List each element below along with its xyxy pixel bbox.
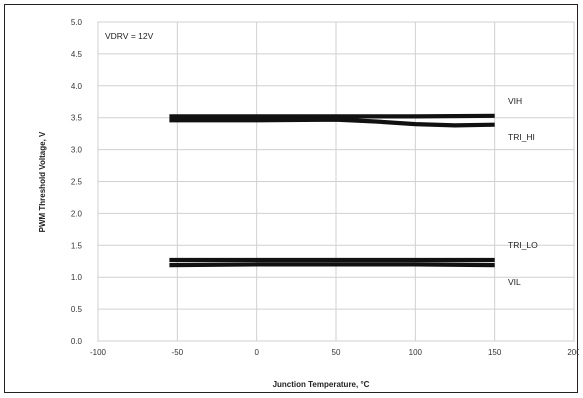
y-tick-label: 3.0 [71, 146, 83, 155]
x-tick-label: 200 [567, 348, 579, 357]
series-line-vih [169, 113, 495, 119]
chart-plot: -100 -50 0 50 100 150 200 0.0 0.5 1.0 1.5 2.0 2.5 3.… [38, 18, 579, 389]
series-label-vih: VIH [508, 96, 522, 106]
y-tick-label: 5.0 [71, 18, 83, 27]
series-line-tri-hi [169, 117, 495, 128]
x-axis-title: Junction Temperature, °C [273, 380, 370, 389]
x-tick-label: 50 [332, 348, 341, 357]
x-tick-label: 100 [409, 348, 423, 357]
y-tick-labels: 0.0 0.5 1.0 1.5 2.0 2.5 3.0 3.5 4.0 4.5 5.0 [71, 18, 83, 346]
y-tick-label: 0.0 [71, 337, 83, 346]
y-tick-label: 1.0 [71, 273, 83, 282]
y-tick-label: 0.5 [71, 305, 83, 314]
x-tick-labels: -100 -50 0 50 100 150 200 [90, 348, 579, 357]
y-tick-label: 3.5 [71, 114, 83, 123]
y-axis-title: PWM Threshold Voltage, V [38, 131, 47, 232]
y-tick-label: 2.0 [71, 209, 83, 218]
y-tick-label: 1.5 [71, 241, 83, 250]
chart-frame: -100 -50 0 50 100 150 200 0.0 0.5 1.0 1.5 2.0 2.5 3.… [4, 4, 579, 393]
series-line-vil [169, 262, 495, 268]
series-label-tri-hi: TRI_HI [508, 132, 535, 142]
y-tick-label: 4.0 [71, 82, 83, 91]
y-tick-label: 4.5 [71, 50, 83, 59]
x-tick-label: 0 [254, 348, 259, 357]
x-tick-label: -50 [172, 348, 184, 357]
grid-horizontal [98, 21, 574, 342]
x-tick-label: 150 [488, 348, 502, 357]
series-label-tri-lo: TRI_LO [508, 240, 538, 250]
y-tick-label: 2.5 [71, 178, 83, 187]
series-label-vil: VIL [508, 277, 521, 287]
series-lines [169, 113, 495, 268]
annotation-text: VDRV = 12V [105, 31, 154, 41]
x-tick-label: -100 [90, 348, 107, 357]
